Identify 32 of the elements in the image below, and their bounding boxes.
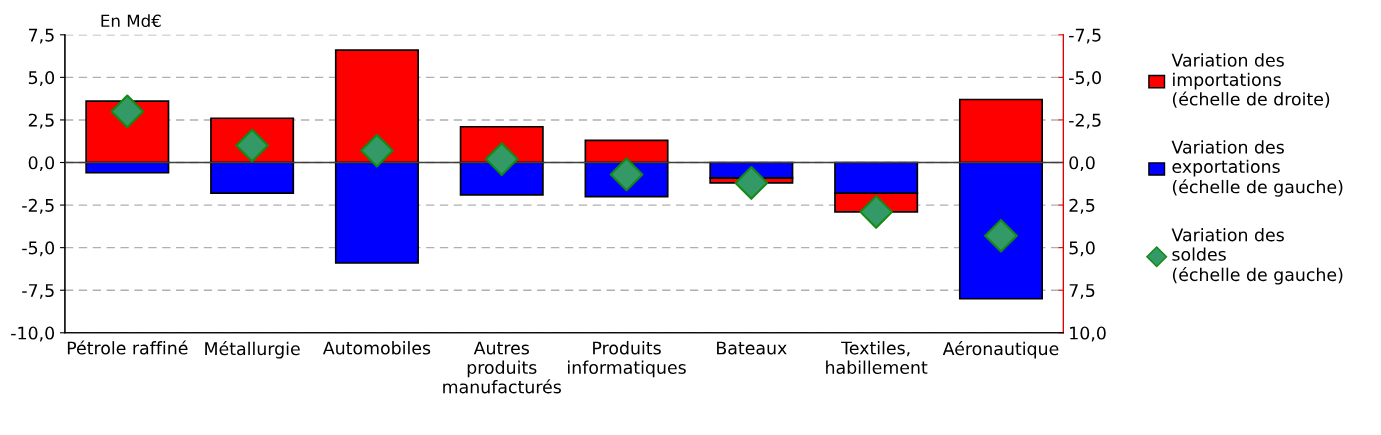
x-tick-label: Textiles, habillement: [826, 341, 928, 374]
x-tick-label: Aéronautique: [942, 341, 1059, 359]
legend-label: Variation des soldes (échelle de gauche): [1171, 227, 1343, 285]
point: [110, 94, 145, 129]
y2-tick-label: -2,5: [1069, 113, 1101, 129]
legend-label: Variation des importations (échelle de droite): [1171, 53, 1330, 108]
y-tick-label: 7,5: [29, 28, 54, 44]
x-tick-label: Bateaux: [717, 341, 787, 355]
point: [360, 133, 394, 168]
y2-tick-label: 0,0: [1069, 156, 1095, 172]
y-tick-label: -7,5: [22, 284, 54, 299]
y-tick-label: -5,0: [22, 241, 55, 257]
x-tick-label: Produits informatiques: [568, 341, 686, 378]
y-tick-label: -10,0: [11, 326, 55, 342]
y-tick-label: 5,0: [28, 71, 55, 86]
y-axis-title: En Md€: [101, 14, 161, 28]
legend-label: Variation des exportations (échelle de gauche): [1171, 140, 1343, 197]
x-tick-label: Autres produits manufacturés: [443, 341, 561, 394]
point: [734, 166, 769, 200]
x-tick-label: Métallurgie: [205, 341, 300, 359]
y-tick-label: 0,0: [28, 156, 55, 172]
y-tick-label: 2,5: [28, 113, 54, 129]
x-tick-label: Automobiles: [322, 341, 431, 355]
y-tick-label: -2,5: [22, 198, 54, 214]
y2-tick-label: 7,5: [1069, 284, 1095, 299]
x-tick-label: Pétrole raffiné: [67, 340, 188, 355]
y2-tick-label: 2,5: [1069, 198, 1095, 214]
y2-tick-label: 10,0: [1070, 326, 1106, 342]
y2-tick-label: -7,5: [1069, 28, 1101, 44]
point: [859, 195, 894, 229]
y2-tick-label: -5,0: [1069, 71, 1101, 86]
y2-tick-label: 5,0: [1069, 241, 1095, 257]
